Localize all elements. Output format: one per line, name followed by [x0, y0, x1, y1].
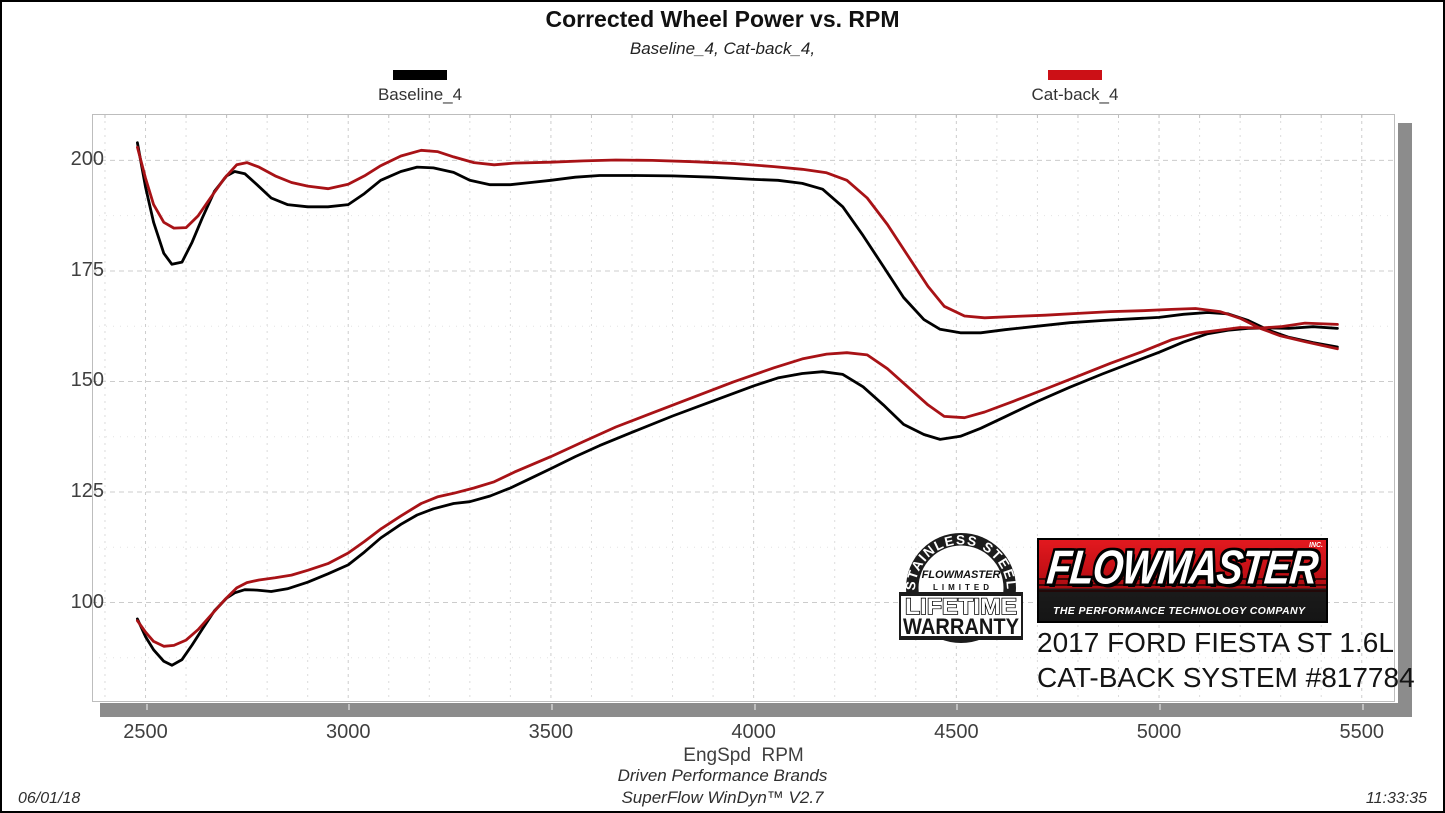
footer-date: 06/01/18: [18, 790, 81, 807]
legend-swatch-catback: [1048, 70, 1102, 80]
dyno-plot: [92, 114, 1395, 702]
plot-border: [92, 114, 1395, 702]
x-axis-title: EngSpd RPM: [683, 745, 804, 766]
logo-pinstripe: [1039, 584, 1326, 586]
x-tick-label: 2500: [123, 721, 168, 743]
footer-software-text: SuperFlow WinDyn™ V2.7: [621, 788, 824, 807]
axis-bar-tick: [753, 704, 756, 710]
badge-brand-text: FLOWMASTER: [922, 569, 1001, 581]
x-axis-shadow-bar: [100, 703, 1412, 717]
vehicle-description: 2017 FORD FIESTA ST 1.6L CAT-BACK SYSTEM…: [1037, 625, 1437, 695]
legend-swatch-baseline: [393, 70, 447, 80]
axis-bar-tick: [550, 704, 553, 710]
logo-tagline: THE PERFORMANCE TECHNOLOGY COMPANY: [1053, 605, 1306, 617]
page-title: Corrected Wheel Power vs. RPM: [545, 6, 900, 32]
logo-pinstripe: [1039, 590, 1326, 592]
x-tick-label: 3500: [528, 721, 574, 743]
x-tick-label: 3000: [325, 721, 371, 743]
curve-cat-back-4-torque: [136, 145, 1339, 351]
curve-baseline-4-torque: [136, 141, 1339, 349]
axis-bar-tick: [1159, 704, 1162, 710]
lifetime-warranty-badge: STAINLESS STEEL FLOWMASTER LIMITED LIFET…: [899, 532, 1023, 643]
axis-bar-tick: [1361, 704, 1364, 710]
badge-warranty-text: WARRANTY: [903, 614, 1019, 639]
curve-baseline-4-power: [136, 325, 1339, 667]
badge-banner: [899, 592, 1023, 640]
axis-bar-tick: [348, 704, 351, 710]
legend-label-baseline: Baseline_4: [377, 85, 463, 104]
y-tick-label: 100: [70, 590, 104, 613]
curve-cat-back-4-power: [136, 321, 1339, 648]
right-shadow-bar: [1398, 123, 1412, 717]
flowmaster-logo: FLOWMASTER INC. THE PERFORMANCE TECHNOLO…: [1037, 538, 1328, 623]
x-tick-label: 5000: [1136, 721, 1182, 743]
x-tick-label: 5500: [1339, 721, 1385, 743]
axis-bar-tick: [956, 704, 959, 710]
logo-inc-text: INC.: [1309, 542, 1323, 549]
footer-time: 11:33:35: [1365, 790, 1427, 807]
legend-label-catback: Cat-back_4: [1031, 85, 1119, 104]
badge-lifetime-text: LIFETIME: [905, 594, 1017, 619]
logo-pinstripe: [1039, 578, 1326, 580]
logo-wordmark: FLOWMASTER: [1044, 542, 1320, 595]
chart-subtitle: Baseline_4, Cat-back_4,: [629, 39, 816, 58]
y-tick-label: 200: [70, 148, 104, 171]
y-tick-label: 175: [70, 258, 104, 281]
y-tick-label: 125: [70, 480, 104, 502]
badge-limited-text: LIMITED: [933, 583, 993, 592]
y-tick-label: 150: [70, 369, 104, 392]
x-tick-label: 4000: [731, 721, 776, 743]
footer-brand-text: Driven Performance Brands: [617, 766, 828, 785]
vehicle-line1: 2017 FORD FIESTA ST 1.6L: [1037, 627, 1394, 658]
x-tick-label: 4500: [934, 721, 979, 743]
axis-bar-tick: [145, 704, 148, 710]
vehicle-line2: CAT-BACK SYSTEM #817784: [1037, 662, 1415, 693]
